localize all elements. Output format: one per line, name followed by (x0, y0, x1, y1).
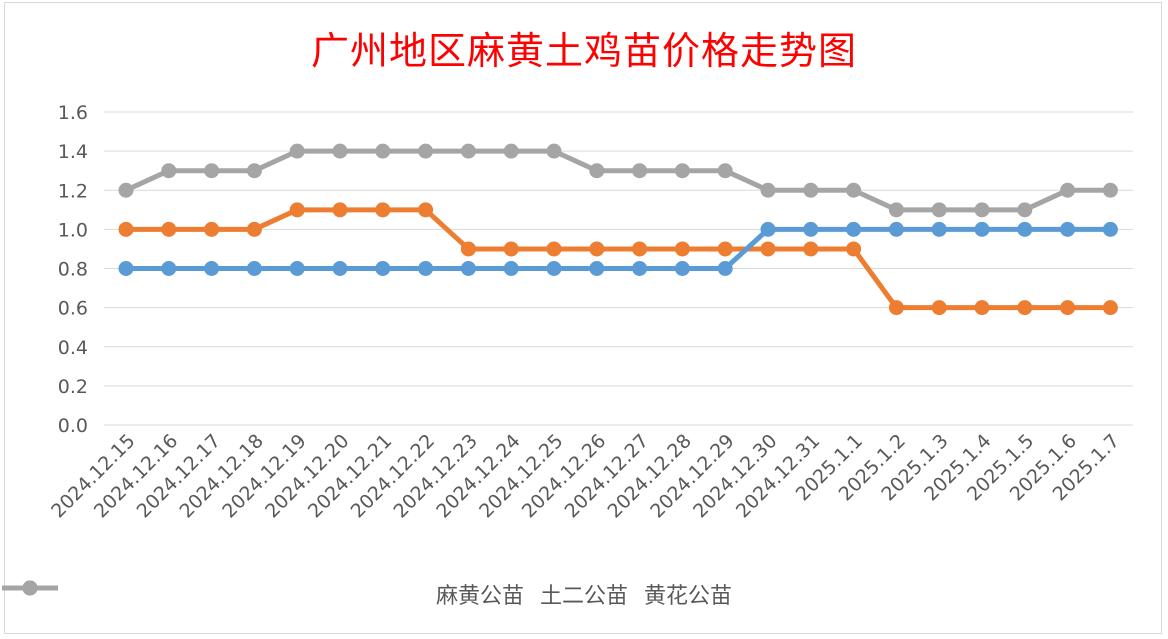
data-point (118, 221, 134, 237)
data-point (974, 202, 990, 218)
y-tick-label: 1.6 (58, 102, 88, 124)
y-tick-label: 1.0 (58, 219, 88, 241)
data-point (1060, 221, 1076, 237)
data-point (674, 261, 690, 276)
data-point (375, 143, 391, 159)
data-point (118, 261, 134, 276)
data-point (289, 202, 305, 218)
data-point (418, 261, 434, 276)
data-point (118, 182, 134, 198)
y-tick-label: 0.4 (58, 337, 88, 359)
data-point (632, 261, 648, 276)
data-point (161, 221, 177, 237)
y-tick-label: 1.2 (58, 180, 88, 202)
data-point (161, 163, 177, 179)
data-point (632, 163, 648, 179)
y-tick-label: 0.2 (58, 376, 88, 398)
data-point (289, 143, 305, 159)
data-point (332, 261, 348, 276)
legend-marker (22, 580, 38, 596)
data-point (503, 143, 519, 159)
data-point (632, 241, 648, 257)
data-point (589, 261, 605, 276)
data-point (332, 143, 348, 159)
data-point (589, 241, 605, 257)
legend-swatch (2, 580, 58, 596)
data-point (717, 163, 733, 179)
data-point (846, 221, 862, 237)
data-point (888, 202, 904, 218)
y-tick-label: 0.8 (58, 259, 88, 281)
data-point (375, 202, 391, 218)
legend-item: 黄花公苗 (2, 578, 733, 610)
data-point (246, 261, 262, 276)
data-point (1017, 202, 1033, 218)
chart-legend: 麻黄公苗 土二公苗 黄花公苗 (0, 578, 1168, 610)
series-line (123, 207, 1113, 311)
data-point (760, 241, 776, 257)
series-line (123, 148, 1113, 213)
data-point (760, 182, 776, 198)
data-point (1102, 300, 1118, 316)
data-point (1102, 182, 1118, 198)
data-point (546, 143, 562, 159)
data-point (1102, 221, 1118, 237)
data-point (888, 221, 904, 237)
data-point (503, 241, 519, 257)
legend-label: 黄花公苗 (644, 584, 733, 609)
data-point (418, 202, 434, 218)
data-point (332, 202, 348, 218)
data-point (503, 261, 519, 276)
data-point (931, 300, 947, 316)
data-point (974, 300, 990, 316)
legend-label: 土二公苗 (539, 584, 628, 609)
data-point (246, 221, 262, 237)
data-point (803, 241, 819, 257)
data-point (974, 221, 990, 237)
data-point (460, 143, 476, 159)
y-tick-label: 0.0 (58, 415, 88, 437)
data-point (931, 221, 947, 237)
legend-item: 麻黄公苗 (2, 578, 524, 610)
y-tick-label: 1.4 (58, 141, 88, 163)
data-point (460, 241, 476, 257)
chart-area (4, 2, 1162, 634)
data-point (246, 163, 262, 179)
y-tick-label: 0.6 (58, 298, 88, 320)
data-point (546, 241, 562, 257)
data-point (760, 221, 776, 237)
data-point (931, 202, 947, 218)
data-point (204, 261, 220, 276)
data-point (289, 261, 305, 276)
data-point (1017, 300, 1033, 316)
data-point (1060, 182, 1076, 198)
data-point (717, 241, 733, 257)
data-point (1017, 221, 1033, 237)
data-point (589, 163, 605, 179)
chart-title: 广州地区麻黄土鸡苗价格走势图 (310, 29, 857, 73)
data-point (546, 261, 562, 276)
data-point (204, 163, 220, 179)
data-point (375, 261, 391, 276)
data-point (846, 241, 862, 257)
data-point (846, 182, 862, 198)
data-point (1060, 300, 1076, 316)
legend-item: 土二公苗 (2, 578, 628, 610)
data-point (674, 163, 690, 179)
data-point (717, 261, 733, 276)
data-point (803, 182, 819, 198)
data-point (460, 261, 476, 276)
legend-label: 麻黄公苗 (435, 584, 524, 609)
data-point (161, 261, 177, 276)
data-point (674, 241, 690, 257)
data-point (204, 221, 220, 237)
data-point (888, 300, 904, 316)
data-point (418, 143, 434, 159)
data-point (803, 221, 819, 237)
